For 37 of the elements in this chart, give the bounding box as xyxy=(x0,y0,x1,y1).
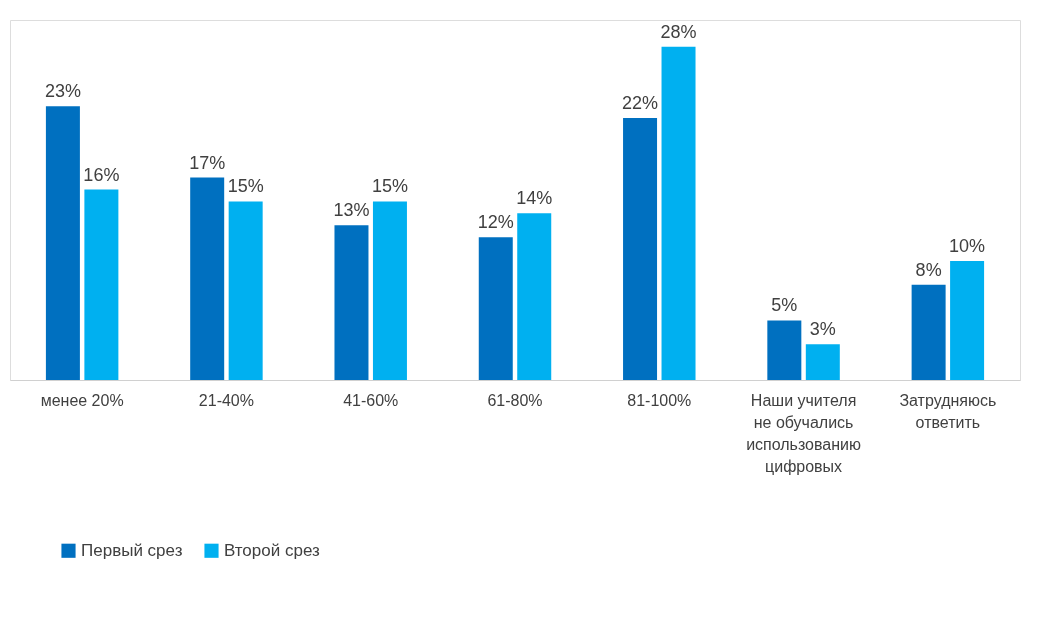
data-label: 28% xyxy=(660,21,697,42)
bar xyxy=(661,46,696,380)
data-label: 3% xyxy=(809,319,836,340)
bar xyxy=(228,201,263,380)
bar xyxy=(190,177,225,380)
bar xyxy=(623,118,658,380)
bar xyxy=(478,237,513,380)
bar xyxy=(517,213,552,380)
x-tick-label: 21-40% xyxy=(198,391,255,409)
x-tick-label: Затрудняюсь ответить xyxy=(899,391,997,431)
x-tick-label: 81-100% xyxy=(627,391,692,409)
bar xyxy=(45,106,80,380)
bar xyxy=(805,344,840,380)
legend-label: Первый срез xyxy=(81,540,183,560)
x-tick-label: менее 20% xyxy=(40,391,124,409)
legend-label: Второй срез xyxy=(224,540,320,560)
bar xyxy=(84,189,119,380)
data-label: 13% xyxy=(333,200,370,221)
data-label: 23% xyxy=(44,81,81,102)
data-label: 5% xyxy=(771,295,798,316)
data-label: 22% xyxy=(622,93,659,114)
data-label: 8% xyxy=(915,259,942,280)
data-label: 14% xyxy=(516,188,553,209)
data-label: 16% xyxy=(83,164,120,185)
bar xyxy=(767,320,802,380)
bar xyxy=(950,260,985,380)
data-label: 15% xyxy=(227,176,264,197)
data-label: 17% xyxy=(189,152,226,173)
bar xyxy=(911,284,946,380)
x-tick-label: 41-60% xyxy=(343,391,399,409)
x-tick-label: 61-80% xyxy=(487,391,543,409)
bar xyxy=(334,225,369,380)
bar xyxy=(372,201,407,380)
data-label: 15% xyxy=(371,176,408,197)
data-label: 10% xyxy=(949,235,986,256)
data-label: 12% xyxy=(477,212,514,233)
x-tick-label: Наши учителя не обучались использованию цифровых xyxy=(746,391,862,475)
